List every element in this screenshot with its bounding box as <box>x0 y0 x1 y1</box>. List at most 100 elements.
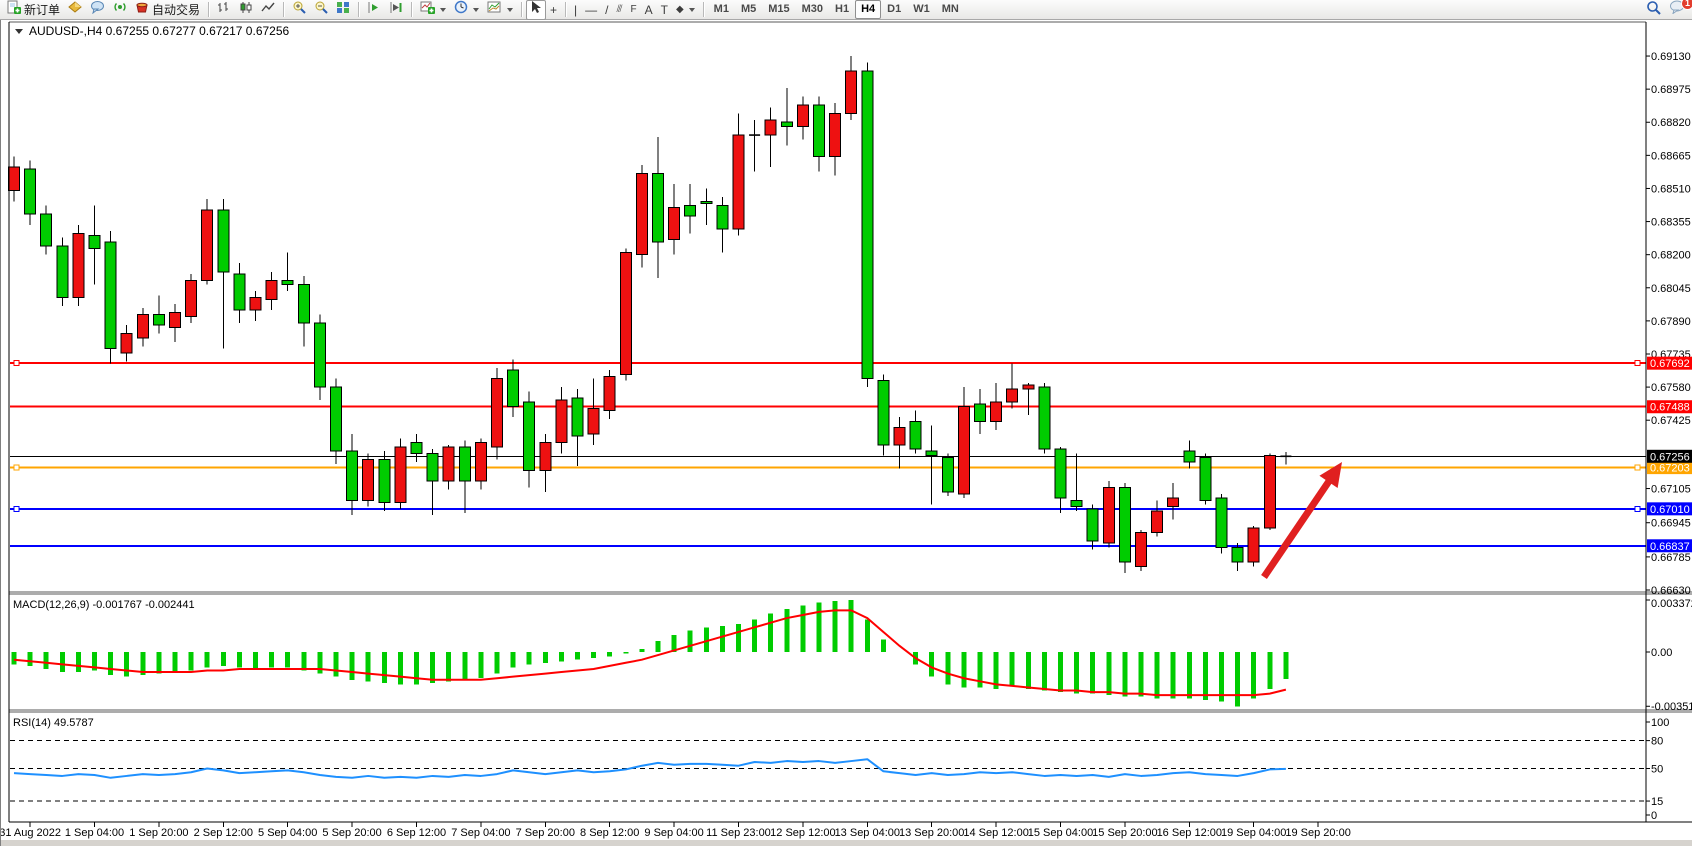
trendline-tool-button[interactable]: / <box>601 0 612 20</box>
candle-body <box>764 119 777 136</box>
candle-body <box>716 205 729 230</box>
trend-arrow-annotation[interactable] <box>1261 462 1342 579</box>
auto-scroll-button[interactable] <box>363 0 385 20</box>
candle-body <box>40 213 53 247</box>
toolbar-separator <box>283 2 285 17</box>
timeframe-h1-button[interactable]: H1 <box>835 3 850 15</box>
text-label-tool-button[interactable]: T <box>657 0 672 20</box>
zoom-in-button[interactable] <box>288 0 310 20</box>
price-tick-label: 0.67105 <box>1651 484 1691 496</box>
candle-body <box>796 104 809 128</box>
timeframe-h4-button[interactable]: H4 <box>855 0 882 19</box>
cursor-arrow-icon <box>530 0 542 19</box>
one-click-trading-collapse-icon[interactable] <box>15 29 23 34</box>
line-handle[interactable] <box>1634 505 1641 512</box>
time-tick-label: 2 Sep 12:00 <box>194 827 253 839</box>
timeframe-m30-button[interactable]: M30 <box>801 3 824 15</box>
price-tag-0.67010: 0.67010 <box>1647 502 1692 516</box>
text-tool-button[interactable]: A <box>641 0 657 20</box>
candle-body <box>474 442 487 482</box>
messages-icon <box>90 0 105 19</box>
horizontal-line-objects[interactable] <box>10 360 1646 547</box>
timeframe-mn-button[interactable]: MN <box>941 3 959 15</box>
time-axis[interactable]: 31 Aug 2022 1 Sep 04:00 1 Sep 20:00 2 Sep 1… <box>0 822 1351 839</box>
periods-button[interactable] <box>450 0 483 20</box>
candle-body <box>56 245 69 298</box>
candle-body <box>88 234 101 249</box>
macd-axis-label: 0.003372 <box>1651 598 1692 610</box>
shapes-tool-button[interactable]: ◆ <box>672 0 699 20</box>
cursor-tool-button[interactable] <box>526 0 547 20</box>
current-price-tag: 0.67256 <box>1647 449 1692 463</box>
gold-market-icon <box>68 0 82 19</box>
candle-body <box>265 279 278 301</box>
text-icon: A <box>644 2 653 17</box>
vertical-line-tool-button[interactable]: | <box>570 0 581 20</box>
chart-canvas[interactable]: AUDUSD-,H4 0.67255 0.67277 0.67217 0.672… <box>0 20 1692 846</box>
time-tick-label: 5 Sep 04:00 <box>258 827 317 839</box>
timeframe-w1-button[interactable]: W1 <box>913 3 930 15</box>
price-tick-label: 0.68200 <box>1651 250 1691 262</box>
chart-shift-button[interactable] <box>385 0 407 20</box>
price-tag-0.67203: 0.67203 <box>1647 461 1692 475</box>
candle-body <box>120 333 133 354</box>
autotrading-icon <box>135 0 149 19</box>
rsi-axis-label: 80 <box>1651 736 1663 748</box>
candlestick-mode-button[interactable] <box>235 0 257 20</box>
candle-body <box>201 209 214 281</box>
crosshair-icon: + <box>550 2 558 17</box>
templates-button[interactable] <box>483 0 517 20</box>
svg-text:0.67256: 0.67256 <box>1650 451 1690 463</box>
fibonacci-tool-button[interactable]: F <box>626 0 640 20</box>
timeframe-d1-button[interactable]: D1 <box>887 3 902 15</box>
candlestick-icon <box>239 1 253 19</box>
candle-body <box>1247 527 1260 563</box>
candle-body <box>1263 454 1276 529</box>
candle-body <box>72 232 85 298</box>
messages-button[interactable] <box>86 0 109 20</box>
time-tick-label: 16 Sep 12:00 <box>1157 827 1222 839</box>
zoom-in-icon <box>292 0 306 19</box>
signals-button[interactable] <box>109 0 131 20</box>
new-order-button[interactable]: 新订单 <box>3 0 64 20</box>
candle-body <box>346 450 359 501</box>
dropdown-arrow-icon <box>688 7 695 12</box>
channel-tool-button[interactable]: ⫻ <box>613 0 627 20</box>
line-handle[interactable] <box>13 505 20 512</box>
candle-body <box>1151 510 1164 533</box>
crosshair-tool-button[interactable]: + <box>546 0 561 20</box>
line-handle[interactable] <box>13 360 20 367</box>
indicators-add-icon <box>420 0 436 19</box>
zoom-out-button[interactable] <box>310 0 332 20</box>
autotrading-button[interactable]: 自动交易 <box>131 0 204 20</box>
notifications-button[interactable]: 1 <box>1665 0 1692 20</box>
timeframe-m1-button[interactable]: M1 <box>713 3 729 15</box>
time-tick-label: 8 Sep 12:00 <box>580 827 639 839</box>
line-handle[interactable] <box>1634 360 1641 367</box>
line-chart-mode-button[interactable] <box>257 0 279 20</box>
search-button[interactable] <box>1642 0 1665 20</box>
line-handle[interactable] <box>1634 464 1641 471</box>
time-tick-label: 9 Sep 04:00 <box>644 827 703 839</box>
tile-windows-button[interactable] <box>332 0 354 20</box>
candle-body <box>1022 384 1035 390</box>
bar-chart-mode-button[interactable] <box>213 0 235 20</box>
timeframe-m15-button[interactable]: M15 <box>768 3 790 15</box>
candle-body <box>507 369 520 407</box>
candle-body <box>1231 546 1244 563</box>
chart-title-area: AUDUSD-,H4 0.67255 0.67277 0.67217 0.672… <box>15 24 290 38</box>
market-button[interactable] <box>64 0 86 20</box>
candle-body <box>893 427 906 446</box>
price-axis[interactable]: 0.69130 0.68975 0.68820 0.68665 0.68510 0.683… <box>1645 22 1692 822</box>
line-handle[interactable] <box>13 464 20 471</box>
indicators-button[interactable] <box>416 0 450 20</box>
macd-pane: MACD(12,26,9) -0.001767 -0.002441 0.00337… <box>11 598 1692 713</box>
candle-body <box>169 311 181 328</box>
bar-chart-icon <box>217 1 231 19</box>
price-tick-label: 0.66630 <box>1651 585 1691 597</box>
rsi-label: RSI(14) 49.5787 <box>13 717 94 729</box>
horizontal-line-tool-button[interactable]: — <box>581 0 601 20</box>
price-tick-label: 0.66945 <box>1651 518 1691 530</box>
timeframe-m5-button[interactable]: M5 <box>740 3 757 15</box>
chart-window[interactable]: AUDUSD-,H4 0.67255 0.67277 0.67217 0.672… <box>0 20 1692 846</box>
